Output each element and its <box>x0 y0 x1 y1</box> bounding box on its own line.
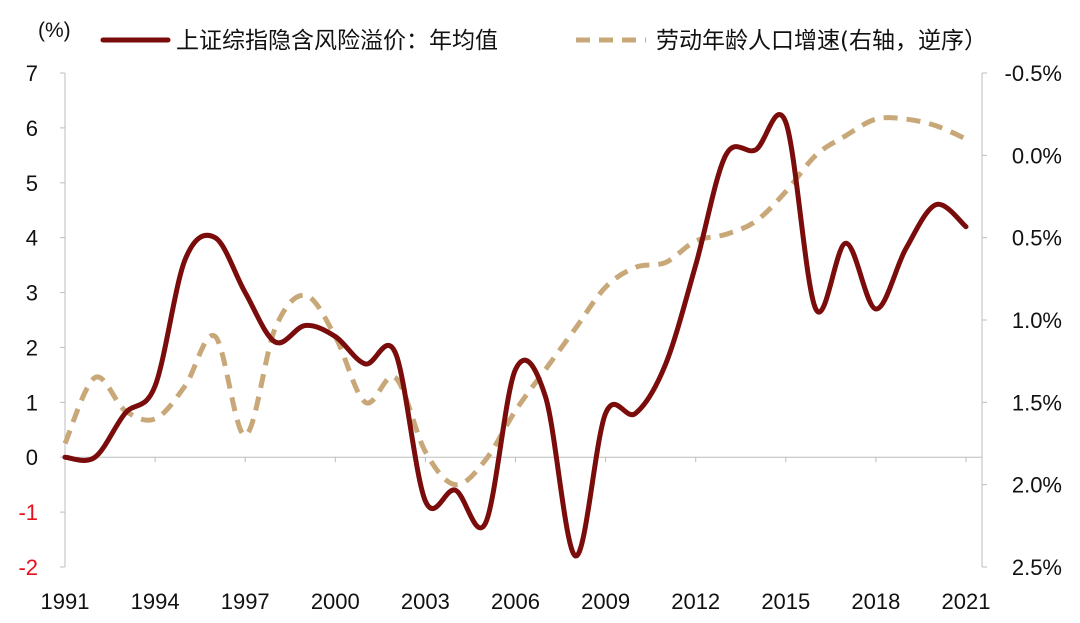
left-tick-label: 5 <box>26 171 38 196</box>
series-line-labor-growth <box>62 115 968 488</box>
left-tick-label: -1 <box>18 500 38 525</box>
right-tick-label: 2.0% <box>1012 473 1062 498</box>
x-tick-label: 1997 <box>221 589 270 614</box>
series-line-risk-premium <box>62 112 969 559</box>
left-tick-label: 0 <box>26 445 38 470</box>
x-tick-label: 2006 <box>491 589 540 614</box>
x-tick-label: 2003 <box>401 589 450 614</box>
axes <box>60 72 987 568</box>
legend-label-risk-premium: 上证综指隐含风险溢价：年均值 <box>176 28 498 54</box>
left-tick-label: -2 <box>18 555 38 580</box>
left-tick-label: 6 <box>26 116 38 141</box>
right-tick-label: -0.5% <box>1005 61 1062 86</box>
legend: (%) 上证综指隐含风险溢价：年均值 劳动年龄人口增速(右轴，逆序） <box>38 19 987 54</box>
left-axis-unit-label: (%) <box>38 19 71 42</box>
right-tick-label: 1.5% <box>1012 390 1062 415</box>
x-tick-label: 2012 <box>671 589 720 614</box>
left-tick-label: 1 <box>26 390 38 415</box>
tick-labels: 7 6 5 4 3 2 1 0 -1 -2 -0.5% 0.0% 0.5% 1.0% 1.5% 2.0% 2.5… <box>18 61 1062 614</box>
point-labor-growth <box>303 293 307 297</box>
point-labor-growth <box>754 219 758 223</box>
x-tick-label: 1994 <box>131 589 180 614</box>
right-tick-label: 2.5% <box>1012 555 1062 580</box>
point-labor-growth <box>964 137 968 141</box>
point-labor-growth <box>694 239 698 243</box>
right-tick-label: 0.0% <box>1012 143 1062 168</box>
point-labor-growth <box>243 433 247 437</box>
x-tick-label: 2000 <box>311 589 360 614</box>
series-layer <box>62 112 969 559</box>
left-tick-label: 7 <box>26 61 38 86</box>
x-tick-label: 2015 <box>761 589 810 614</box>
x-tick-label: 2021 <box>942 589 991 614</box>
point-labor-growth <box>514 409 518 413</box>
x-tick-label: 2018 <box>851 589 900 614</box>
x-tick-label: 2009 <box>581 589 630 614</box>
left-tick-label: 3 <box>26 281 38 306</box>
legend-label-labor-growth: 劳动年龄人口增速(右轴，逆序） <box>656 28 987 54</box>
left-tick-label: 2 <box>26 335 38 360</box>
right-tick-label: 1.0% <box>1012 308 1062 333</box>
x-tick-label: 1991 <box>41 589 90 614</box>
right-tick-label: 0.5% <box>1012 226 1062 251</box>
left-tick-label: 4 <box>26 226 38 251</box>
